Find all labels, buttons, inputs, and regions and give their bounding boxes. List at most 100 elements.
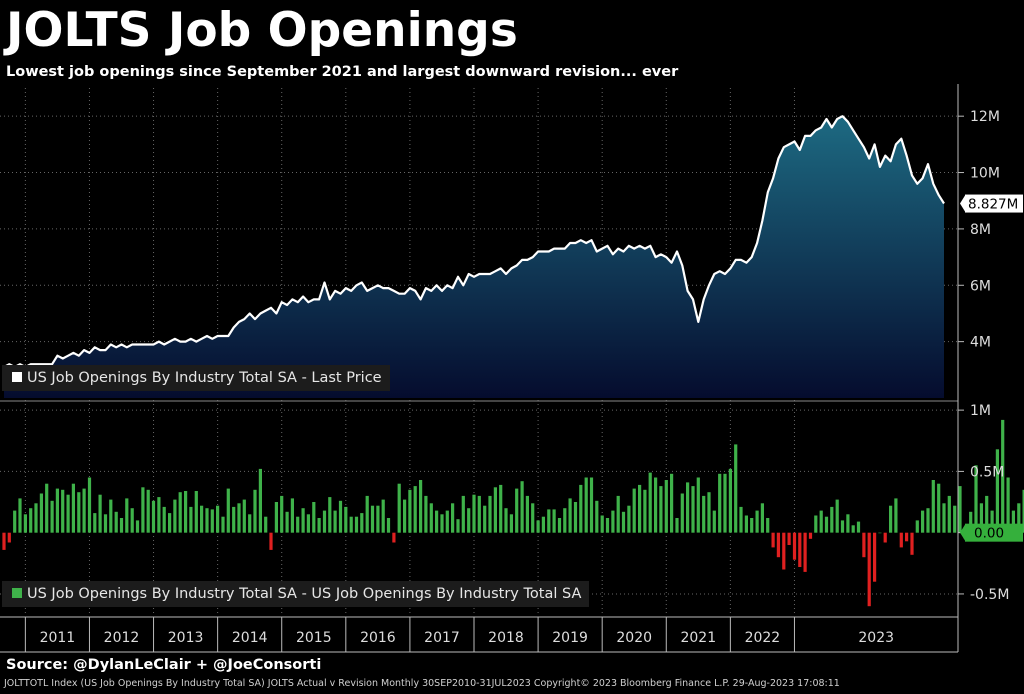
revision-bar-175: [937, 483, 941, 533]
revision-bar-36: [194, 491, 198, 533]
revision-bar-140: [750, 518, 754, 533]
revision-bar-187: [1001, 419, 1005, 533]
revision-bar-177: [947, 495, 951, 533]
revision-bar-154: [824, 516, 829, 533]
x-tick-label-2011: 2011: [40, 630, 76, 646]
chart-subtitle: Lowest job openings since September 2021…: [6, 64, 679, 80]
revision-bar-133: [712, 510, 716, 533]
revision-bar-20: [109, 499, 113, 533]
revision-bar-134: [718, 473, 722, 533]
revision-bar-67: [360, 513, 364, 533]
bloomberg-footer: JOLTTOTL Index (US Job Openings By Indus…: [4, 678, 840, 689]
revision-bar-113: [605, 518, 610, 533]
revision-bar-118: [632, 488, 636, 533]
x-tick-label-2019: 2019: [552, 630, 588, 646]
revision-bar-39: [210, 509, 214, 533]
revision-bar-76: [408, 489, 412, 533]
revision-bar-1: [7, 532, 11, 543]
revision-bar-122: [654, 477, 658, 533]
revision-bar-106: [568, 498, 572, 533]
revision-bar-189: [1011, 510, 1015, 533]
y-tick-label-upper-2: 8M: [970, 222, 991, 238]
revision-bar-149: [798, 532, 802, 567]
revision-bar-19: [103, 514, 108, 533]
revision-bar-5: [29, 508, 33, 533]
revision-bar-145: [776, 532, 780, 558]
y-tick-label-lower-3: 1M: [970, 403, 991, 419]
revision-bar-173: [926, 508, 930, 533]
zero-badge: [965, 523, 1023, 542]
revision-bar-142: [760, 503, 764, 533]
revision-bar-27: [146, 489, 150, 533]
revision-bar-119: [638, 484, 642, 533]
revision-bar-97: [520, 481, 524, 533]
revision-bar-79: [424, 495, 428, 533]
revision-bar-31: [168, 513, 172, 533]
revision-bar-124: [664, 480, 668, 533]
revision-bar-28: [151, 500, 156, 533]
revision-bar-172: [921, 510, 925, 533]
revision-bar-25: [135, 520, 140, 533]
revision-bar-44: [237, 503, 241, 533]
revision-bar-21: [114, 511, 118, 533]
revision-bar-49: [264, 516, 268, 533]
revision-bar-42: [226, 488, 230, 533]
revision-bar-63: [338, 500, 343, 533]
revision-bar-128: [686, 482, 690, 533]
revision-bar-147: [787, 532, 791, 545]
revision-bar-157: [840, 520, 845, 533]
revision-bar-188: [1006, 477, 1010, 533]
y-tick-label-upper-0: 4M: [970, 335, 991, 351]
revision-bar-100: [536, 520, 540, 533]
revision-bar-102: [547, 509, 551, 533]
revision-bar-184: [985, 495, 989, 533]
revision-bar-148: [792, 532, 797, 560]
revision-bar-17: [93, 513, 97, 533]
revision-bar-10: [55, 488, 59, 533]
revision-bar-57: [306, 514, 310, 533]
revision-bar-15: [82, 488, 86, 533]
x-tick-label-2023: 2023: [858, 630, 894, 646]
revision-bar-14: [77, 492, 81, 533]
revision-bar-37: [200, 505, 204, 533]
revision-bar-104: [557, 518, 562, 533]
legend-lower-label: US Job Openings By Industry Total SA - U…: [27, 586, 582, 602]
revision-bar-161: [862, 532, 866, 558]
revision-bar-0: [2, 532, 6, 550]
revision-bar-186: [995, 449, 999, 533]
revision-bar-168: [899, 532, 903, 548]
revision-bar-89: [477, 495, 481, 533]
revision-bar-61: [328, 497, 332, 533]
revision-bar-22: [119, 518, 124, 533]
revision-bar-165: [883, 532, 887, 543]
x-tick-label-2018: 2018: [488, 630, 524, 646]
revision-bar-29: [157, 497, 161, 533]
revision-bar-120: [643, 489, 647, 533]
revision-bar-85: [456, 519, 460, 533]
x-tick-label-2012: 2012: [104, 630, 140, 646]
x-tick-label-2020: 2020: [616, 630, 652, 646]
revision-bar-94: [504, 508, 508, 533]
revision-bar-158: [846, 514, 850, 533]
revision-bar-116: [621, 511, 626, 533]
revision-bar-101: [541, 516, 545, 533]
chart-title: JOLTS Job Openings: [6, 3, 518, 58]
revision-bar-103: [552, 509, 556, 533]
revision-bar-72: [386, 518, 391, 533]
y-tick-label-lower-2: 0.5M: [970, 464, 1004, 480]
revision-bar-9: [50, 500, 54, 533]
revision-bar-138: [739, 506, 743, 533]
revision-bar-153: [819, 510, 823, 533]
revision-bar-60: [322, 510, 327, 533]
x-tick-label-2014: 2014: [232, 630, 268, 646]
y-tick-label-lower-1: 0.00: [974, 526, 1004, 542]
revision-bar-98: [525, 495, 529, 533]
revision-bar-43: [232, 506, 236, 533]
revision-bar-51: [274, 502, 278, 533]
revision-bar-93: [499, 484, 503, 533]
revision-bar-11: [61, 489, 65, 533]
revision-bar-152: [814, 515, 818, 533]
revision-bar-131: [702, 495, 706, 533]
revision-bar-2: [13, 510, 17, 533]
revision-bar-132: [707, 492, 711, 533]
